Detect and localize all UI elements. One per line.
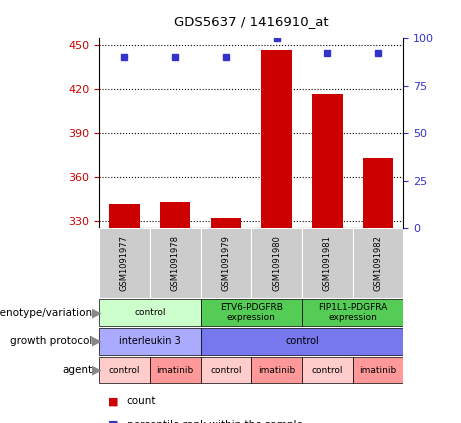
Bar xyxy=(312,94,343,228)
Text: interleukin 3: interleukin 3 xyxy=(119,336,181,346)
Text: ■: ■ xyxy=(108,396,119,407)
Text: control: control xyxy=(134,308,165,317)
Bar xyxy=(201,357,251,383)
Text: GSM1091981: GSM1091981 xyxy=(323,235,332,291)
Bar xyxy=(150,357,201,383)
Bar xyxy=(99,328,201,354)
Bar xyxy=(363,158,393,228)
Bar xyxy=(353,228,403,298)
Text: FIP1L1-PDGFRA
expression: FIP1L1-PDGFRA expression xyxy=(318,303,387,322)
Text: imatinib: imatinib xyxy=(360,365,396,375)
Text: GDS5637 / 1416910_at: GDS5637 / 1416910_at xyxy=(174,15,329,28)
Text: ETV6-PDGFRB
expression: ETV6-PDGFRB expression xyxy=(220,303,283,322)
Text: control: control xyxy=(109,365,140,375)
Bar xyxy=(201,299,302,326)
Text: control: control xyxy=(285,336,319,346)
Text: GSM1091982: GSM1091982 xyxy=(373,235,383,291)
Bar xyxy=(302,299,403,326)
Text: control: control xyxy=(312,365,343,375)
Text: GSM1091977: GSM1091977 xyxy=(120,235,129,291)
Text: ▶: ▶ xyxy=(92,364,101,376)
Bar xyxy=(99,299,201,326)
Text: genotype/variation: genotype/variation xyxy=(0,308,92,318)
Text: imatinib: imatinib xyxy=(157,365,194,375)
Text: GSM1091979: GSM1091979 xyxy=(221,235,230,291)
Bar xyxy=(99,357,150,383)
Bar xyxy=(251,228,302,298)
Text: ■: ■ xyxy=(108,420,119,423)
Text: ▶: ▶ xyxy=(92,306,101,319)
Text: imatinib: imatinib xyxy=(258,365,295,375)
Bar xyxy=(99,228,150,298)
Bar xyxy=(302,228,353,298)
Text: percentile rank within the sample: percentile rank within the sample xyxy=(127,420,303,423)
Bar xyxy=(150,228,201,298)
Text: ▶: ▶ xyxy=(92,335,101,348)
Text: GSM1091978: GSM1091978 xyxy=(171,235,180,291)
Bar xyxy=(302,357,353,383)
Bar xyxy=(201,228,251,298)
Bar xyxy=(251,357,302,383)
Bar xyxy=(201,328,403,354)
Bar xyxy=(109,203,140,228)
Text: GSM1091980: GSM1091980 xyxy=(272,235,281,291)
Text: control: control xyxy=(210,365,242,375)
Text: growth protocol: growth protocol xyxy=(10,336,92,346)
Bar xyxy=(211,218,241,228)
Bar xyxy=(160,202,190,228)
Bar xyxy=(353,357,403,383)
Text: agent: agent xyxy=(62,365,92,375)
Bar xyxy=(261,50,292,228)
Text: count: count xyxy=(127,396,156,407)
